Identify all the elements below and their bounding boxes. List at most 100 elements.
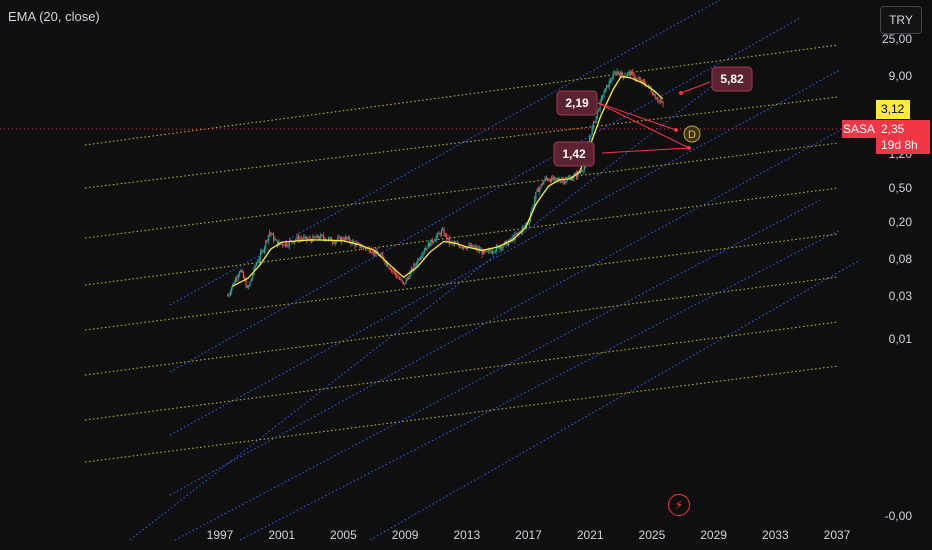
candle <box>312 234 314 243</box>
candle <box>599 99 601 113</box>
candle <box>632 68 634 77</box>
candle <box>271 233 273 236</box>
price-annotation[interactable]: 5,82 <box>679 66 753 95</box>
candle <box>659 98 661 105</box>
candle <box>275 238 277 241</box>
candle <box>392 267 394 275</box>
trend-channel-lines <box>84 0 861 541</box>
candle <box>266 239 268 244</box>
candle <box>434 238 436 242</box>
candle <box>511 234 513 243</box>
candle <box>333 240 335 245</box>
candle <box>548 178 550 182</box>
candle <box>408 275 410 281</box>
candle <box>299 235 301 243</box>
candle <box>625 74 627 77</box>
ema-line <box>232 76 664 287</box>
dividend-marker[interactable]: D <box>683 125 701 143</box>
candle <box>654 93 656 99</box>
channel-line-blue <box>174 199 821 541</box>
y-axis[interactable]: 25,009,001,200,500,200,080,030,01-0,00 <box>882 32 912 523</box>
candle <box>616 68 618 76</box>
candle <box>617 71 620 75</box>
y-tick-label: -0,00 <box>885 509 913 523</box>
candle <box>469 242 471 248</box>
candle <box>228 292 230 298</box>
x-tick-label: 2013 <box>453 528 480 542</box>
x-tick-label: 2029 <box>700 528 727 542</box>
candle <box>273 231 275 243</box>
y-tick-label: 0,50 <box>889 181 913 195</box>
candle <box>229 289 231 297</box>
candle <box>345 234 347 242</box>
candle <box>444 233 446 238</box>
candle <box>612 70 614 80</box>
candle <box>535 191 537 203</box>
x-tick-label: 2009 <box>392 528 419 542</box>
candle <box>406 276 408 282</box>
candle <box>485 250 487 253</box>
candle <box>565 180 567 185</box>
candle <box>398 276 401 281</box>
candle <box>391 268 393 273</box>
candle <box>261 248 263 255</box>
candle <box>662 100 664 108</box>
candle <box>249 281 251 287</box>
candle <box>227 293 229 297</box>
candle <box>611 76 613 84</box>
candle <box>470 242 473 248</box>
candle <box>278 239 280 247</box>
candle <box>372 247 374 257</box>
candle <box>615 70 617 77</box>
candle <box>316 233 318 239</box>
candle <box>590 134 592 140</box>
candle <box>545 175 547 181</box>
candle <box>320 232 322 241</box>
x-tick-label: 2005 <box>330 528 357 542</box>
symbol-label: SASA <box>842 120 876 138</box>
candle <box>347 235 349 240</box>
candle <box>250 278 252 282</box>
channel-line-yellow <box>84 187 839 286</box>
channel-line-blue <box>169 0 721 306</box>
price-annotation[interactable]: 1,42 <box>553 141 691 167</box>
channel-line-blue <box>369 259 861 541</box>
candle <box>630 70 633 76</box>
candle <box>436 232 439 240</box>
x-axis[interactable]: 1997 2001 2005 2009 2013 2017 2021 2025 2029 2033… <box>207 528 851 542</box>
candle <box>237 273 239 282</box>
currency-button[interactable]: TRY <box>880 6 922 34</box>
candle <box>658 99 660 105</box>
candle <box>490 248 492 254</box>
ema-price-label: 3,12 <box>876 100 910 119</box>
candle <box>550 175 553 183</box>
candle <box>600 95 602 104</box>
candle <box>265 239 267 251</box>
price-annotation[interactable]: 2,19 <box>556 90 690 149</box>
last-price-value: 2,35 <box>881 122 905 136</box>
candle <box>242 270 245 279</box>
candle <box>460 246 462 249</box>
candle <box>393 269 395 275</box>
candle <box>636 77 638 82</box>
candle <box>267 234 269 245</box>
candle <box>371 251 373 255</box>
lightning-icon[interactable]: ⚡ <box>668 494 690 516</box>
candle <box>634 75 637 82</box>
candle <box>607 85 609 88</box>
candle <box>309 235 311 243</box>
candle <box>238 270 241 278</box>
candle <box>544 176 546 183</box>
x-tick-label: 1997 <box>207 528 234 542</box>
indicator-legend[interactable]: EMA (20, close) <box>8 9 100 24</box>
channel-line-yellow <box>84 276 839 376</box>
candle <box>431 237 433 245</box>
candle <box>577 170 579 180</box>
x-tick-label: 2033 <box>762 528 789 542</box>
candle <box>628 69 630 77</box>
candle <box>351 239 353 246</box>
candle <box>442 226 444 231</box>
candle <box>296 234 298 241</box>
candle <box>637 75 639 80</box>
